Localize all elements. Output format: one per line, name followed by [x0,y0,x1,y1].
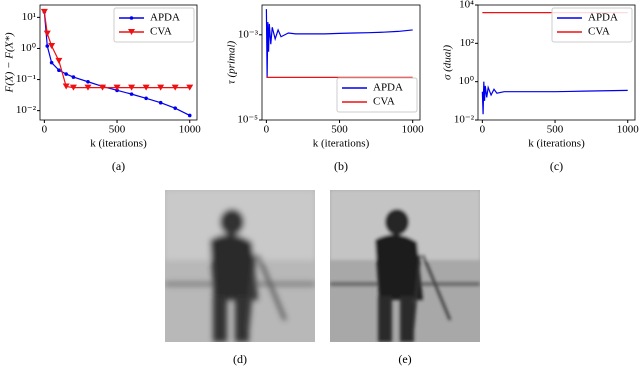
y-tick-label: 10² [460,37,475,49]
marker [40,8,48,15]
marker [48,42,56,49]
marker [186,84,194,91]
marker [45,44,50,48]
marker [128,29,135,35]
x-tick-label: 0 [480,124,486,136]
y-axis-label: σ (dual) [442,45,454,80]
x-tick-label: 500 [331,124,348,136]
marker [157,84,165,91]
marker [71,75,76,79]
marker [64,72,68,76]
y-tick-label: 10⁻² [454,114,475,126]
marker [173,106,177,110]
legend-label: CVA [373,96,395,108]
legend-box [551,7,633,43]
marker [128,84,136,91]
image-d [165,190,315,342]
legend-label: CVA [588,26,610,38]
marker [129,16,134,20]
x-tick-label: 1000 [179,124,202,136]
y-axis-label: F(X) − F(X*) [4,32,16,93]
caption: (b) [334,159,348,173]
marker [55,57,63,64]
y-axis-label: τ (primal) [226,40,238,84]
marker [49,60,54,65]
marker [187,113,192,118]
legend-label: CVA [150,26,172,38]
caption: (e) [398,352,411,366]
x-tick-label: 0 [42,124,48,136]
y-tick-label: 10⁻² [16,104,37,116]
x-tick-label: 500 [547,124,564,136]
marker [99,84,107,91]
image-e [330,190,480,342]
series-line [481,81,628,115]
marker [113,84,121,91]
legend-box [113,7,195,43]
plot-frame [39,4,198,121]
series-line [43,11,190,89]
y-tick-label: 10⁰ [21,42,37,54]
marker [69,84,77,91]
plot-frame [477,4,636,121]
marker [84,84,92,91]
x-tick-label: 500 [109,124,126,136]
plot-frame [261,4,421,121]
x-axis-label: k (iterations) [528,138,585,150]
legend-label: APDA [373,82,403,94]
x-tick-label: 0 [264,124,270,136]
y-tick-label: 10¹ [22,11,36,23]
x-tick-label: 1000 [402,124,425,136]
caption: (c) [550,159,563,173]
legend-label: APDA [588,12,618,24]
marker [86,79,90,84]
y-tick-label: 10⁴ [459,0,474,11]
y-tick-label: 10⁰ [459,75,475,87]
legend-label: APDA [150,12,180,24]
marker [158,100,163,105]
marker [62,83,70,90]
y-tick-label: 10⁻¹ [16,73,36,85]
marker [171,84,179,91]
series-line [265,9,413,78]
marker [129,92,134,96]
x-tick-label: 1000 [617,124,640,136]
marker [144,96,148,101]
caption: (a) [112,159,125,173]
marker [43,30,51,37]
marker [142,84,150,91]
y-tick-label: 10⁻⁵ [237,114,258,126]
caption: (d) [233,352,247,366]
x-axis-label: k (iterations) [313,138,370,150]
y-tick-label: 10⁻³ [238,28,259,40]
x-axis-label: k (iterations) [90,138,147,150]
legend-box [336,77,418,113]
marker [57,68,61,72]
